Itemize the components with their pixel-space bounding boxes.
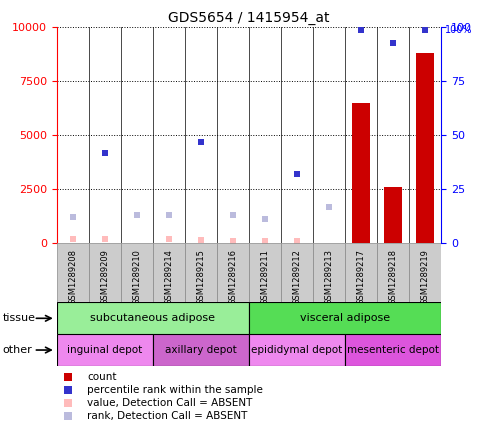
Text: 100%: 100% (445, 25, 473, 35)
Bar (409, 243, 441, 302)
Bar (217, 243, 249, 302)
Bar (345, 243, 377, 302)
Bar (57, 243, 89, 302)
Text: GSM1289214: GSM1289214 (164, 249, 174, 305)
Title: GDS5654 / 1415954_at: GDS5654 / 1415954_at (168, 11, 330, 25)
Bar (281, 243, 313, 302)
Text: GSM1289209: GSM1289209 (100, 249, 109, 305)
Bar (153, 243, 185, 302)
Text: rank, Detection Call = ABSENT: rank, Detection Call = ABSENT (87, 412, 248, 421)
Bar (249, 302, 441, 334)
Text: tissue: tissue (2, 313, 35, 323)
Text: GSM1289216: GSM1289216 (228, 249, 238, 305)
Text: other: other (2, 345, 32, 355)
Bar (153, 334, 249, 366)
Bar (377, 243, 409, 302)
Bar (57, 302, 249, 334)
Text: GSM1289215: GSM1289215 (196, 249, 206, 305)
Text: GSM1289208: GSM1289208 (68, 249, 77, 305)
Bar (57, 334, 153, 366)
Bar (313, 243, 345, 302)
Text: count: count (87, 372, 117, 382)
Bar (249, 334, 345, 366)
Bar (352, 103, 370, 243)
Text: GSM1289212: GSM1289212 (292, 249, 302, 305)
Bar (89, 243, 121, 302)
Text: epididymal depot: epididymal depot (251, 345, 343, 355)
Text: GSM1289218: GSM1289218 (388, 249, 398, 305)
Text: axillary depot: axillary depot (165, 345, 237, 355)
Text: GSM1289219: GSM1289219 (421, 249, 430, 305)
Bar (185, 243, 217, 302)
Text: GSM1289210: GSM1289210 (132, 249, 141, 305)
Text: value, Detection Call = ABSENT: value, Detection Call = ABSENT (87, 398, 253, 408)
Bar (385, 187, 402, 243)
Text: inguinal depot: inguinal depot (67, 345, 142, 355)
Text: mesenteric depot: mesenteric depot (347, 345, 439, 355)
Bar (417, 53, 434, 243)
Bar (121, 243, 153, 302)
Text: subcutaneous adipose: subcutaneous adipose (90, 313, 215, 323)
Text: GSM1289211: GSM1289211 (260, 249, 270, 305)
Text: GSM1289213: GSM1289213 (324, 249, 334, 305)
Text: percentile rank within the sample: percentile rank within the sample (87, 385, 263, 395)
Text: GSM1289217: GSM1289217 (356, 249, 366, 305)
Text: visceral adipose: visceral adipose (300, 313, 390, 323)
Bar (249, 243, 281, 302)
Bar (345, 334, 441, 366)
